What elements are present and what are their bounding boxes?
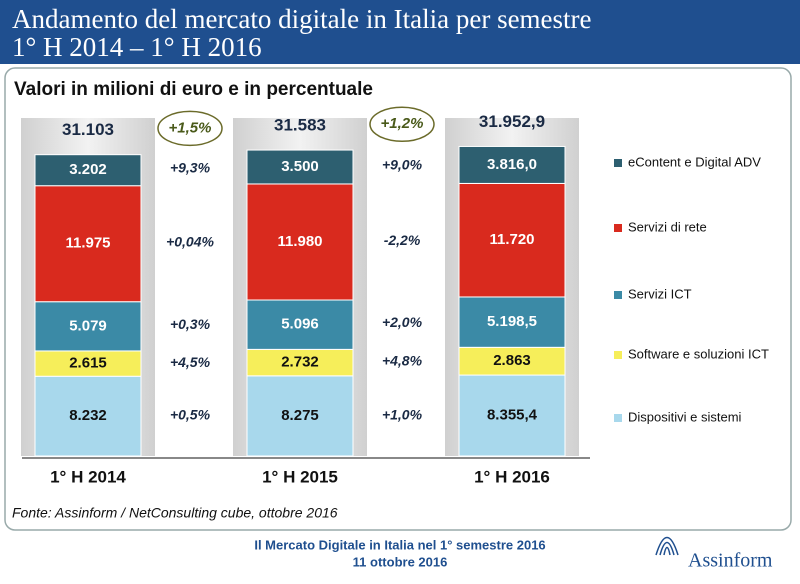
legend-label: Servizi ICT [628,286,692,301]
total-change: +1,5% [169,119,212,136]
bar-segment [34,350,142,377]
value-label: 3.202 [69,161,107,178]
bar-segment [246,149,354,185]
change-label: +1,0% [382,406,423,422]
legend-swatch [614,351,622,359]
value-label: 8.232 [69,407,107,424]
bar-segment [458,374,566,457]
bar-segment [458,145,566,184]
title-line2: 1° H 2014 – 1° H 2016 [12,32,262,62]
category-label: 1° H 2015 [262,467,338,486]
value-label: 2.732 [281,354,319,371]
value-label: 5.096 [281,316,319,333]
bar-segment [458,182,566,298]
change-label: -2,2% [384,232,421,248]
bar-segment [34,185,142,303]
change-label: +0,04% [166,234,214,250]
chart-panel [4,67,792,531]
change-circle [157,110,223,147]
footer-line1: Il Mercato Digitale in Italia nel 1° sem… [254,537,545,552]
value-label: 8.275 [281,407,319,424]
legend-swatch [614,291,622,299]
header-band [0,0,800,64]
change-label: +4,5% [170,354,211,370]
legend-label: Servizi di rete [628,219,707,234]
total-label: 31.583 [274,116,326,135]
legend-label: Dispositivi e sistemi [628,409,742,424]
category-label: 1° H 2016 [474,467,550,486]
bar-segment [246,183,354,301]
value-label: 5.198,5 [487,313,537,330]
total-label: 31.103 [62,120,114,139]
change-label: +9,3% [170,159,211,175]
value-label: 2.863 [493,352,531,369]
change-label: +0,5% [170,407,211,423]
source: Fonte: Assinform / NetConsulting cube, o… [12,505,338,521]
value-label: 11.980 [277,233,322,250]
change-label: +2,0% [382,314,423,330]
legend-label: eContent e Digital ADV [628,154,761,169]
category-label: 1° H 2014 [50,467,126,486]
change-circle [369,106,435,143]
value-label: 5.079 [69,317,107,334]
bar-segment [458,296,566,348]
legend-label: Software e soluzioni ICT [628,346,769,361]
value-label: 11.720 [489,231,534,248]
title: Andamento del mercato digitale in Italia… [12,4,592,34]
total-label: 31.952,9 [479,112,545,131]
subtitle: Valori in milioni di euro e in percentua… [14,79,373,100]
value-label: 3.816,0 [487,156,537,173]
bar-segment [458,346,566,376]
bar-segment [34,154,142,187]
value-label: 11.975 [65,235,110,252]
logo: Assinform [655,536,773,572]
total-change: +1,2% [381,115,424,132]
logo-text: Assinform [688,550,773,572]
bar-segment [246,375,354,457]
legend-swatch [614,224,622,232]
change-label: +0,3% [170,316,211,332]
footer-line2: 11 ottobre 2016 [353,554,448,569]
change-label: +9,0% [382,157,423,173]
legend-swatch [614,414,622,422]
value-label: 2.615 [69,355,107,372]
value-label: 3.500 [281,158,319,175]
change-label: +4,8% [382,353,423,369]
value-label: 8.355,4 [487,406,538,423]
bar-segment [246,299,354,350]
bar-segment [34,375,142,457]
logo-icon [655,536,679,556]
legend-swatch [614,159,622,167]
bar-segment [34,301,142,352]
